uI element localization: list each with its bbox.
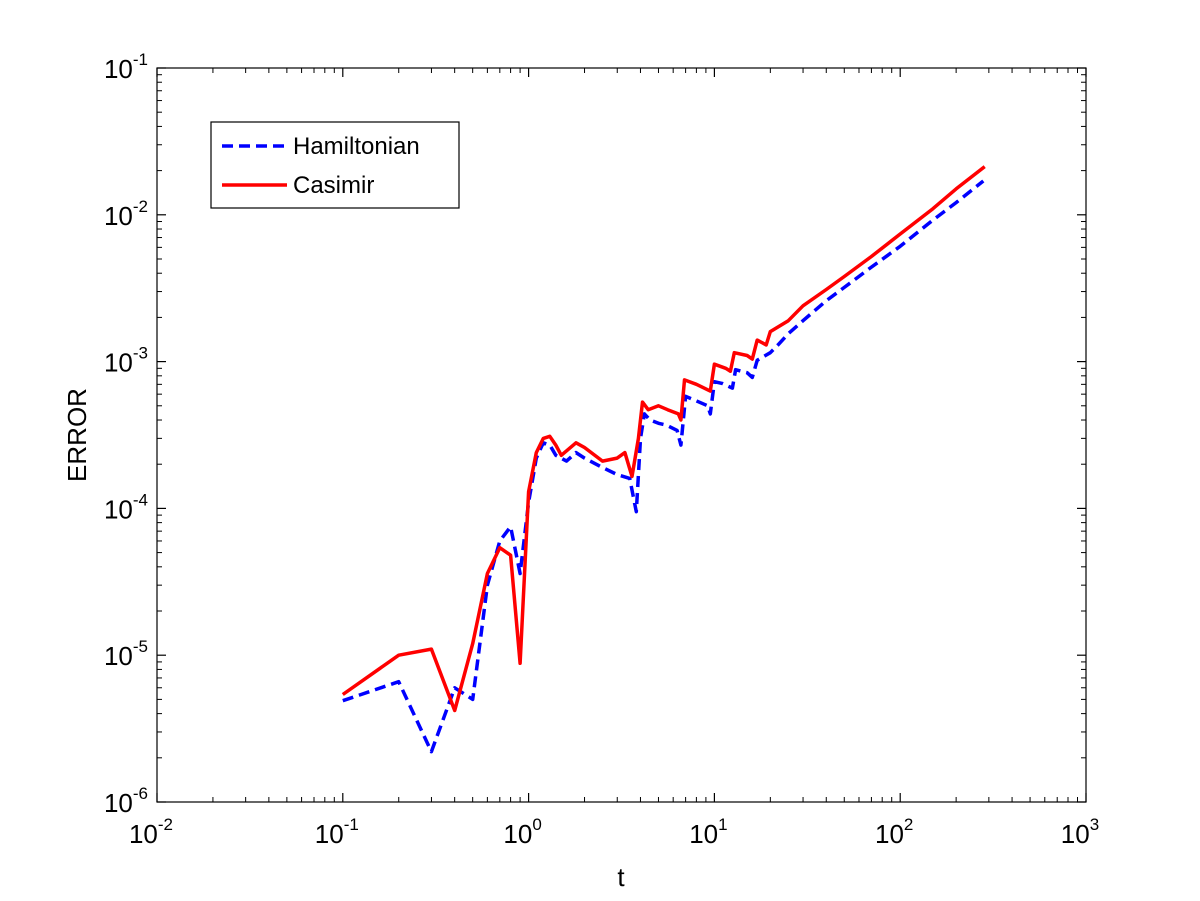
legend: Hamiltonian Casimir: [210, 121, 460, 209]
series-line-casimir: [341, 165, 986, 713]
y-axis-ticks: 10-6 10-5 10-4 10-3 10-2 10-1: [104, 50, 1086, 818]
y-tick-label: 10-6: [104, 784, 148, 818]
x-tick-label: 102: [875, 815, 913, 849]
y-tick-label: 10-1: [104, 50, 148, 84]
x-tick-label: 10-2: [129, 815, 173, 849]
y-tick-label: 10-5: [104, 637, 148, 671]
x-tick-label: 103: [1061, 815, 1099, 849]
y-tick-label: 10-4: [104, 490, 148, 524]
x-tick-label: 101: [689, 815, 727, 849]
legend-box: [210, 121, 460, 209]
y-tick-label: 10-3: [104, 344, 148, 378]
y-tick-label: 10-2: [104, 197, 148, 231]
series-line-hamiltonian: [342, 179, 985, 754]
legend-label-casimir: Casimir: [293, 172, 374, 199]
x-tick-label: 100: [503, 815, 541, 849]
x-axis-label: t: [617, 862, 625, 892]
x-tick-label: 10-1: [315, 815, 359, 849]
legend-label-hamiltonian: Hamiltonian: [293, 133, 420, 160]
y-axis-label: ERROR: [62, 388, 92, 482]
series-layer: [341, 165, 986, 754]
x-axis-ticks: 10-2 10-1 100 101 102 103: [129, 68, 1099, 849]
